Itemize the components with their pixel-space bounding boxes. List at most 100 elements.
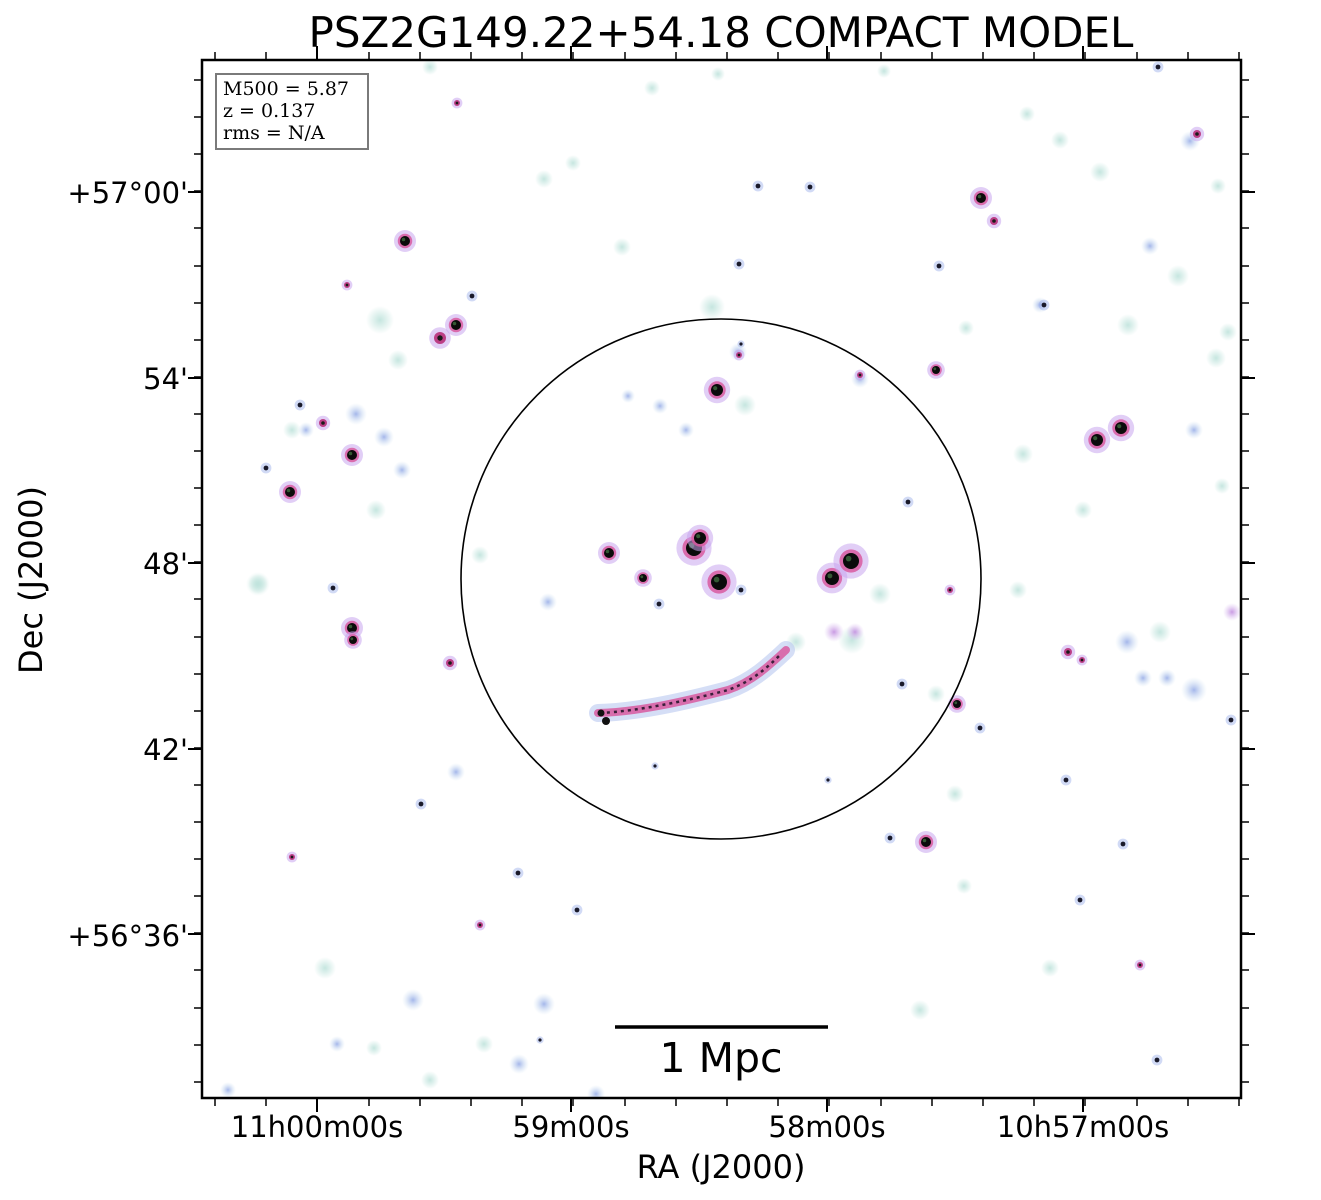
diffuse-halo — [1149, 621, 1171, 643]
diffuse-halo — [283, 421, 301, 439]
diffuse-halo — [1117, 314, 1139, 336]
diffuse-halo — [220, 1082, 236, 1098]
y-axis-title: Dec (J2000) — [12, 486, 50, 674]
compact-source — [948, 695, 966, 713]
diffuse-halo — [329, 1036, 345, 1052]
compact-source — [474, 919, 486, 931]
diffuse-halo — [533, 993, 555, 1015]
r500-circle — [460, 318, 982, 840]
compact-source — [1083, 426, 1111, 454]
diffuse-halo — [314, 957, 336, 979]
diffuse-halo — [366, 1040, 382, 1056]
y-tick-label: 54' — [143, 362, 188, 396]
y-tick-label: +56°36' — [67, 919, 188, 953]
diffuse-halo — [1134, 669, 1152, 687]
compact-source — [752, 180, 764, 192]
diffuse-halo — [402, 989, 424, 1011]
compact-source — [1117, 838, 1129, 850]
compact-source — [986, 213, 1002, 229]
x-axis-title: RA (J2000) — [637, 1148, 806, 1186]
x-tick-label: 11h00m00s — [231, 1110, 403, 1144]
diffuse-halo — [1223, 603, 1241, 621]
compact-source — [442, 655, 458, 671]
compact-source — [327, 582, 339, 594]
diffuse-halo — [1051, 131, 1069, 149]
compact-source — [824, 776, 832, 784]
diffuse-halo — [421, 1071, 439, 1089]
compact-source — [653, 598, 665, 610]
diffuse-halo — [475, 1035, 493, 1053]
compact-source — [703, 376, 731, 404]
compact-source — [1060, 774, 1072, 786]
diffuse-halo — [869, 583, 891, 605]
compact-source — [701, 564, 737, 600]
compact-source — [970, 187, 992, 209]
diffuse-halo — [946, 785, 964, 803]
scale-bar-label: 1 Mpc — [659, 1034, 782, 1082]
compact-source — [536, 1036, 544, 1044]
compact-source — [1189, 126, 1205, 142]
axis-ticks — [188, 46, 1255, 1112]
compact-source — [429, 327, 451, 349]
diffuse-halo — [393, 461, 411, 479]
diffuse-halo — [1158, 669, 1176, 687]
compact-source — [341, 279, 353, 291]
compact-source — [634, 569, 652, 587]
diffuse-halo — [298, 422, 314, 438]
diffuse-halo — [1206, 348, 1226, 368]
compact-source — [1107, 414, 1135, 442]
compact-source — [651, 762, 659, 770]
scale-bar: 1 Mpc — [615, 1025, 828, 1082]
diffuse-halo — [1074, 501, 1092, 519]
compact-source — [902, 496, 914, 508]
chart-title: PSZ2G149.22+54.18 COMPACT MODEL — [309, 8, 1135, 57]
info-mass: M500 = 5.87 — [223, 78, 349, 100]
diffuse-halo — [1090, 162, 1110, 182]
compact-source — [415, 798, 427, 810]
compact-source — [896, 678, 908, 690]
diffuse-halo — [910, 1000, 930, 1020]
plot-frame — [200, 58, 1243, 1100]
diffuse-halo — [824, 622, 844, 642]
compact-source — [451, 97, 463, 109]
compact-source — [927, 361, 945, 379]
diffuse-halo — [374, 427, 394, 447]
compact-source — [512, 867, 524, 879]
diffuse-halo — [1115, 630, 1139, 654]
y-tick-label: +57°00' — [67, 176, 188, 210]
y-tick-label: 42' — [143, 733, 188, 767]
diffuse-halo — [711, 67, 725, 81]
diffuse-emission-layer — [220, 60, 1241, 1098]
diffuse-halo — [1214, 478, 1230, 494]
diffuse-halo — [422, 60, 438, 75]
compact-source — [1074, 894, 1086, 906]
compact-source — [466, 290, 478, 302]
compact-source — [804, 181, 816, 193]
compact-source — [571, 904, 583, 916]
compact-source — [598, 542, 620, 564]
compact-source — [1152, 61, 1164, 73]
diffuse-halo — [678, 422, 694, 438]
compact-source — [294, 399, 306, 411]
diffuse-halo — [846, 623, 864, 641]
info-box: M500 = 5.87 z = 0.137 rms = N/A — [215, 73, 369, 150]
compact-source — [735, 584, 747, 596]
diffuse-halo — [1185, 421, 1203, 439]
compact-source — [933, 260, 945, 272]
diffuse-halo — [1009, 581, 1027, 599]
diffuse-halo — [1032, 297, 1048, 313]
compact-source — [1134, 959, 1146, 971]
diffuse-halo — [471, 546, 489, 564]
x-tick-label: 59m00s — [512, 1110, 629, 1144]
diffuse-halo — [877, 64, 891, 78]
compact-source — [1060, 644, 1076, 660]
y-tick-label: 48' — [143, 547, 188, 581]
diffuse-halo — [958, 320, 974, 336]
compact-source — [686, 524, 714, 552]
x-tick-label: 10h57m00s — [997, 1110, 1169, 1144]
diffuse-halo — [927, 685, 945, 703]
diffuse-halo — [535, 170, 553, 188]
diffuse-halo — [447, 763, 465, 781]
compact-source — [260, 462, 272, 474]
